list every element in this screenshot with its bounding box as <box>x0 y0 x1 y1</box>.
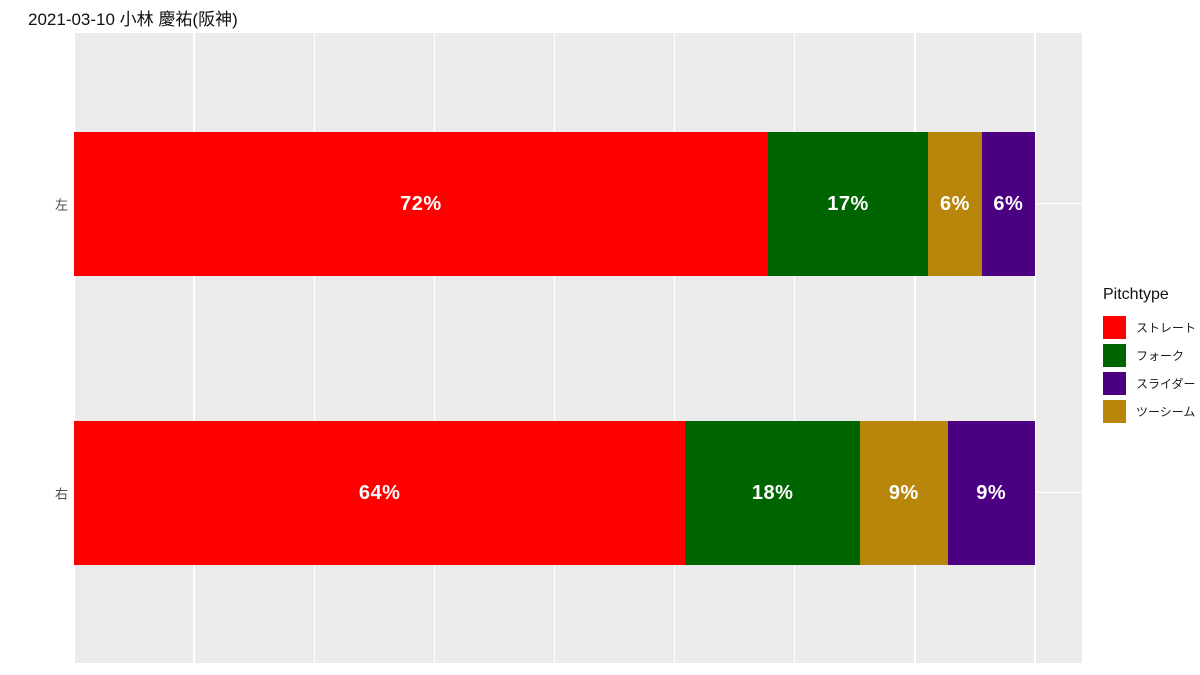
bar-row-right: 右 64% 18% 9% 9% <box>55 421 1035 565</box>
bar-segment: 9% <box>947 421 1035 565</box>
legend-key-swatch <box>1103 343 1126 367</box>
bar-segment: 6% <box>928 132 982 276</box>
gridline-vertical <box>193 33 195 663</box>
gridline-vertical <box>794 33 796 663</box>
legend-label: フォーク <box>1136 348 1185 363</box>
bar-value-label: 9% <box>976 481 1007 504</box>
legend-key-swatch <box>1103 315 1126 339</box>
legend-label: スライダー <box>1136 376 1196 391</box>
gridline-vertical <box>914 33 916 663</box>
bar-value-label: 6% <box>993 192 1024 215</box>
legend-title: Pitchtype <box>1103 286 1169 303</box>
bar-segment: 64% <box>74 421 686 565</box>
legend-items: ストレートフォークスライダーツーシーム <box>1095 313 1200 425</box>
bar-segment: 72% <box>74 132 768 276</box>
gridline-vertical <box>553 33 556 663</box>
legend-label: ツーシーム <box>1136 404 1196 419</box>
legend-item: スライダー <box>1095 369 1200 397</box>
y-axis-label: 左 <box>54 197 68 213</box>
bar-row-left: 左 72% 17% 6% 6% <box>55 132 1035 276</box>
bar-value-label: 64% <box>358 481 401 504</box>
bar-value-label: 6% <box>940 192 970 215</box>
plot-panel: 左 72% 17% 6% 6% 右 64% 18% 9% 9% <box>55 33 1082 663</box>
bar-segment: 18% <box>685 421 861 565</box>
legend-item: フォーク <box>1095 341 1200 369</box>
gridline-vertical <box>673 33 676 663</box>
legend-key-swatch <box>1103 371 1126 395</box>
chart-title: 2021-03-10 小林 慶祐(阪神) <box>28 10 238 29</box>
bar-value-label: 72% <box>400 192 442 215</box>
legend-item: ツーシーム <box>1095 397 1200 425</box>
bar-segment: 9% <box>860 421 948 565</box>
gridline-vertical <box>433 33 436 663</box>
legend-key-swatch <box>1103 399 1126 423</box>
legend: Pitchtype ストレートフォークスライダーツーシーム <box>1095 286 1200 425</box>
bar-value-label: 18% <box>751 481 794 504</box>
bar-value-label: 9% <box>888 481 919 504</box>
gridline-vertical <box>313 33 315 663</box>
y-axis-label: 右 <box>54 486 68 502</box>
gridline-vertical <box>1034 33 1036 663</box>
bar-segment: 6% <box>981 132 1035 276</box>
bar-segment: 17% <box>767 132 929 276</box>
gridline-vertical <box>73 33 75 663</box>
legend-item: ストレート <box>1095 313 1200 341</box>
bar-value-label: 17% <box>827 192 869 215</box>
legend-label: ストレート <box>1136 320 1197 335</box>
